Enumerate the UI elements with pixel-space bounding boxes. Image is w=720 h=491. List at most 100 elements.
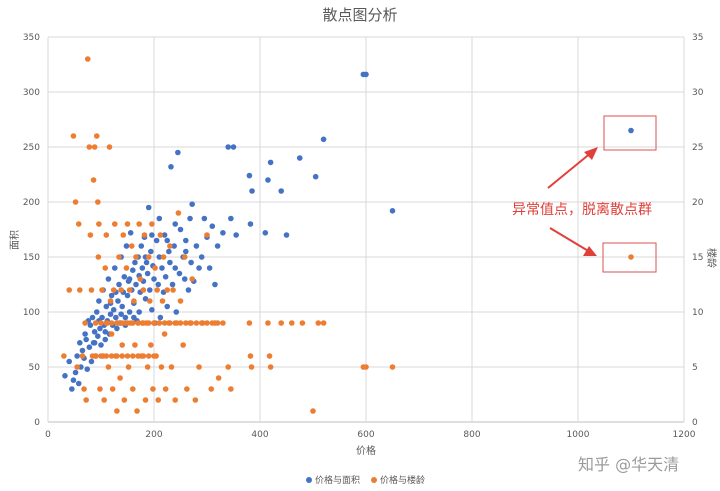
data-point xyxy=(149,232,155,238)
data-point xyxy=(196,265,202,271)
left-tick-label: 0 xyxy=(34,418,40,428)
data-point xyxy=(126,287,133,293)
left-tick-label: 350 xyxy=(23,33,40,43)
data-point xyxy=(145,320,152,326)
left-tick-label: 150 xyxy=(23,253,40,263)
data-point xyxy=(136,221,142,227)
data-point xyxy=(173,309,180,315)
data-point xyxy=(150,386,156,392)
data-point xyxy=(159,298,166,304)
data-point xyxy=(265,177,271,183)
right-tick-label: 20 xyxy=(692,198,704,208)
data-point xyxy=(149,307,155,313)
data-point xyxy=(266,353,273,359)
x-tick-label: 1200 xyxy=(673,430,696,440)
data-point xyxy=(299,320,306,326)
data-point xyxy=(220,230,226,236)
data-point xyxy=(121,274,128,280)
data-point xyxy=(89,314,96,321)
data-point xyxy=(228,386,234,392)
data-point xyxy=(103,303,110,310)
data-point xyxy=(209,223,216,229)
annotation-arrowhead-down xyxy=(583,246,597,256)
data-point xyxy=(128,243,135,249)
data-point xyxy=(91,144,98,150)
data-point xyxy=(148,248,154,255)
data-point xyxy=(151,276,157,282)
data-point xyxy=(92,320,99,326)
data-point xyxy=(177,298,184,304)
legend-marker-price-area xyxy=(306,477,312,483)
watermark-text: 知乎 @华天清 xyxy=(578,455,679,474)
chart-title: 散点图分析 xyxy=(322,6,397,24)
data-point xyxy=(144,364,151,370)
data-point xyxy=(175,210,182,216)
data-point xyxy=(175,149,181,156)
left-axis-ticks: 0 50 100 150 200 250 300 350 xyxy=(23,33,40,428)
data-point xyxy=(363,364,369,370)
right-tick-label: 0 xyxy=(692,418,698,428)
data-point xyxy=(183,237,189,244)
left-tick-label: 250 xyxy=(23,143,40,153)
data-point xyxy=(70,133,77,139)
data-point xyxy=(140,287,147,293)
data-point xyxy=(72,199,79,205)
data-point xyxy=(93,309,100,315)
data-point xyxy=(267,159,274,166)
data-point xyxy=(145,254,152,260)
data-point xyxy=(103,232,110,238)
data-point xyxy=(130,267,136,274)
data-point xyxy=(97,325,103,332)
data-point xyxy=(177,226,184,233)
data-point xyxy=(204,320,210,326)
data-point xyxy=(156,215,163,222)
data-point xyxy=(101,397,107,403)
data-point xyxy=(192,397,199,403)
data-point xyxy=(108,292,115,299)
right-tick-label: 10 xyxy=(692,308,704,318)
data-point xyxy=(130,320,136,326)
data-point xyxy=(86,344,93,351)
x-axis-ticks: 0 200 400 600 800 1000 1200 xyxy=(45,430,696,440)
data-point xyxy=(198,254,205,260)
data-point xyxy=(124,292,131,299)
outlier-box-age xyxy=(602,242,657,273)
x-axis-title: 价格 xyxy=(356,444,376,457)
data-point xyxy=(131,314,137,321)
data-point xyxy=(142,397,149,403)
data-point xyxy=(134,408,140,414)
data-point xyxy=(628,254,634,260)
data-point xyxy=(233,232,239,238)
data-point xyxy=(310,408,316,414)
data-point xyxy=(151,320,157,326)
x-tick-label: 0 xyxy=(45,430,51,440)
data-point xyxy=(161,232,168,238)
data-point xyxy=(183,320,189,326)
data-point xyxy=(114,353,120,359)
data-point xyxy=(145,204,152,211)
x-tick-label: 600 xyxy=(357,430,374,440)
data-point xyxy=(167,259,173,266)
data-point xyxy=(116,254,122,260)
data-point xyxy=(87,322,94,329)
data-point xyxy=(215,375,222,381)
data-point xyxy=(106,144,113,150)
data-point xyxy=(315,320,322,326)
data-point xyxy=(102,336,109,343)
data-point xyxy=(98,353,104,359)
left-axis-title: 面积 xyxy=(9,230,21,250)
x-tick-label: 800 xyxy=(463,430,480,440)
data-point xyxy=(119,320,125,326)
left-tick-label: 50 xyxy=(29,363,41,373)
data-point xyxy=(127,230,134,236)
data-point xyxy=(220,320,226,326)
data-point xyxy=(88,287,95,293)
data-point xyxy=(363,71,369,78)
legend-label-price-age: 价格与楼龄 xyxy=(380,474,425,486)
data-point xyxy=(188,259,194,266)
data-point xyxy=(167,243,173,249)
data-point xyxy=(265,320,271,326)
series-price-age xyxy=(61,56,634,414)
